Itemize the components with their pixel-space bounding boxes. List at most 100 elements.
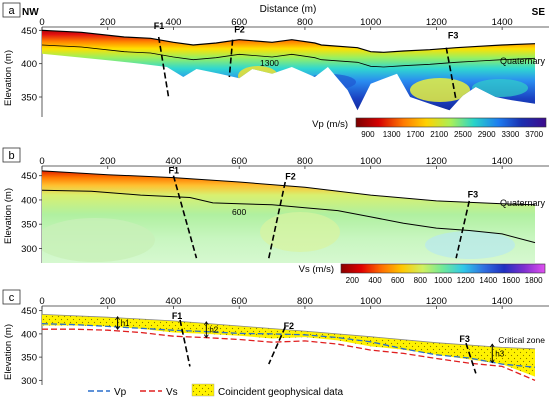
- panel-c: c 0 200 400 600 800 1000 1200 1400 450 400 350 300…: [2, 289, 549, 398]
- x-tick-label: 1400: [492, 156, 513, 167]
- ground-surface-line: [41, 314, 536, 350]
- series-line-vs: [42, 328, 536, 381]
- coincident-data-band: [42, 314, 535, 377]
- vp-colorbar-ticks: 900 1300 1700 2100 2500 2900 3300 3700: [361, 130, 543, 139]
- panel-c-letter: c: [9, 292, 15, 304]
- panel-b-y-axis: 450 400 350 300: [21, 166, 43, 263]
- panel-c-y-axis: 450 400 350 300: [21, 306, 43, 387]
- fault-line: [172, 175, 198, 259]
- vp-anomaly: [60, 76, 130, 94]
- vp-anomaly: [238, 66, 278, 86]
- fault-line: [228, 39, 234, 78]
- legend-band-label: Coincident geophysical data: [218, 387, 344, 398]
- colorbar-tick-label: 1200: [457, 276, 475, 285]
- vs-colorbar-ticks: 200 400 600 800 1000 1200 1400 1600 1800: [346, 276, 543, 285]
- distance-axis-title: Distance (m): [260, 4, 317, 15]
- colorbar-tick-label: 1300: [383, 130, 401, 139]
- x-tick-label: 1000: [360, 17, 381, 28]
- colorbar-tick-label: 400: [368, 276, 382, 285]
- colorbar-tick-label: 2100: [430, 130, 448, 139]
- fault-line: [455, 200, 471, 259]
- y-tick-label: 400: [21, 329, 37, 340]
- direction-right-label: SE: [532, 7, 546, 18]
- colorbar-tick-label: 2900: [478, 130, 496, 139]
- y-tick-label: 450: [21, 171, 37, 182]
- panel-b-x-axis: 0 200 400 600 800 1000 1200 1400: [39, 156, 513, 169]
- vp-contour-line: [41, 44, 536, 68]
- x-tick-label: 800: [297, 156, 313, 167]
- x-tick-label: 1200: [426, 156, 447, 167]
- fault-label: F1: [172, 311, 183, 321]
- panel-b-letter: b: [8, 150, 14, 162]
- vs-colorbar-title: Vs (m/s): [299, 264, 334, 275]
- x-tick-label: 0: [39, 17, 44, 28]
- x-tick-label: 1200: [426, 296, 447, 307]
- x-tick-label: 400: [166, 296, 182, 307]
- panel-a-letter-box: [2, 2, 21, 18]
- x-tick-label: 800: [297, 296, 313, 307]
- fault-label: F1: [154, 21, 165, 31]
- panel-a-y-axis: 450 400 350: [21, 26, 43, 117]
- direction-left-label: NW: [22, 7, 39, 18]
- vp-contour-label: 1300: [260, 58, 279, 68]
- x-tick-label: 200: [100, 17, 116, 28]
- vp-anomaly: [410, 78, 470, 102]
- colorbar-tick-label: 3700: [525, 130, 543, 139]
- legend-vp-label: Vp: [114, 387, 127, 398]
- x-tick-label: 400: [166, 156, 182, 167]
- legend-vs-label: Vs: [166, 387, 178, 398]
- panel-a: a NW SE Distance (m) 0 200 400 600 800 1000 12…: [2, 2, 549, 139]
- vp-anomaly: [304, 74, 356, 90]
- panel-b-faults: F1 F2 F3: [169, 165, 479, 259]
- vs-colorbar: [340, 263, 546, 274]
- x-tick-label: 1400: [492, 296, 513, 307]
- colorbar-tick-label: 1000: [434, 276, 452, 285]
- y-tick-label: 350: [21, 353, 37, 364]
- panel-b-y-axis-title: Elevation (m): [3, 188, 14, 244]
- fault-label: F1: [169, 165, 180, 175]
- x-tick-label: 200: [100, 156, 116, 167]
- fault-line: [179, 319, 191, 367]
- fault-label: F3: [468, 190, 479, 200]
- legend-band-swatch: [191, 383, 215, 397]
- vs-anomaly: [42, 218, 155, 262]
- vs-contour-label: 600: [232, 207, 246, 217]
- x-tick-label: 0: [39, 296, 44, 307]
- colorbar-tick-label: 1400: [479, 276, 497, 285]
- colorbar-tick-label: 900: [361, 130, 375, 139]
- critical-zone-label: Critical zone: [498, 335, 545, 345]
- arrow-up-icon: [115, 315, 120, 320]
- y-tick-label: 300: [21, 376, 37, 387]
- x-tick-label: 1000: [360, 296, 381, 307]
- y-tick-label: 400: [21, 59, 37, 70]
- fault-line: [465, 342, 477, 374]
- x-tick-label: 600: [231, 156, 247, 167]
- panel-a-x-axis: 0 200 400 600 800 1000 1200 1400: [39, 17, 513, 30]
- colorbar-tick-label: 2500: [454, 130, 472, 139]
- x-tick-label: 400: [166, 17, 182, 28]
- y-tick-label: 450: [21, 306, 37, 317]
- x-tick-label: 1200: [426, 17, 447, 28]
- fault-label: F2: [284, 321, 295, 331]
- y-tick-label: 350: [21, 220, 37, 231]
- vp-surface-line: [41, 29, 536, 53]
- x-tick-label: 600: [231, 17, 247, 28]
- x-tick-label: 600: [231, 296, 247, 307]
- arrow-up-icon: [204, 321, 209, 326]
- arrow-up-icon: [489, 343, 495, 348]
- fault-line: [157, 36, 170, 98]
- panel-c-series: [41, 323, 536, 381]
- panel-c-faults: F1 F2 F3: [172, 311, 477, 374]
- y-tick-label: 400: [21, 195, 37, 206]
- panel-b-layer-label: Quaternary: [500, 198, 546, 208]
- vs-anomaly: [425, 231, 515, 259]
- panel-c-x-axis: 0 200 400 600 800 1000 1200 1400: [39, 296, 513, 309]
- arrow-down-icon: [204, 334, 209, 339]
- series-line-vp: [41, 323, 536, 368]
- panel-a-letter: a: [8, 5, 15, 17]
- panel-c-thickness-markers: h1 h2 h3: [115, 315, 505, 364]
- fault-label: F2: [234, 24, 245, 34]
- panel-a-layer-label: Quaternary: [500, 56, 546, 66]
- vp-colorbar: [355, 117, 547, 128]
